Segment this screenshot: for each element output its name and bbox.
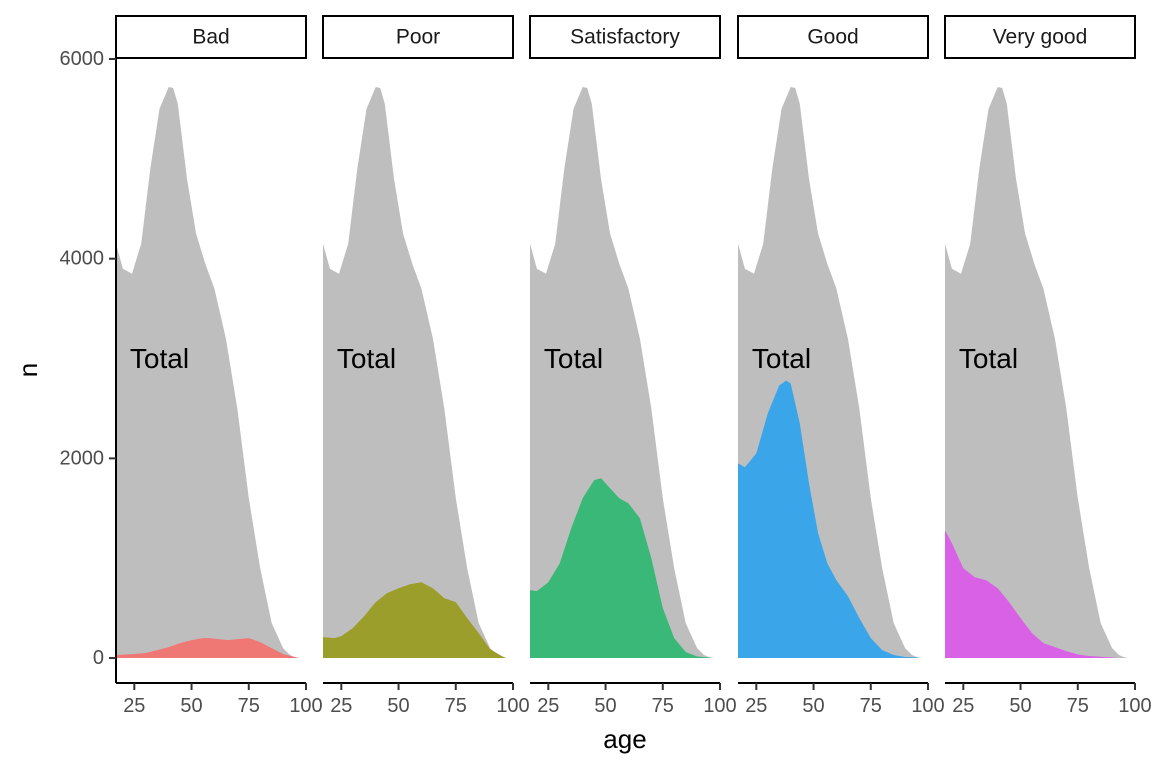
category-density-area	[945, 530, 1119, 658]
total-density-area	[945, 87, 1129, 658]
x-tick-label: 25	[952, 695, 974, 717]
x-tick-label: 100	[496, 695, 529, 717]
x-tick-label: 100	[289, 695, 322, 717]
category-density-area	[738, 380, 922, 658]
x-tick-label: 75	[652, 695, 674, 717]
total-annotation: Total	[337, 343, 396, 374]
category-density-area	[530, 478, 714, 658]
x-tick-label: 100	[703, 695, 736, 717]
facet-panel: Total Satisfactory 25 50 75 100	[529, 15, 737, 717]
facet-strip	[115, 15, 307, 59]
y-tick-label: 0	[93, 647, 104, 669]
x-tick-label: 75	[860, 695, 882, 717]
y-tick-label: 4000	[60, 248, 105, 270]
x-tick-label: 100	[911, 695, 944, 717]
facet-strip	[944, 15, 1136, 59]
facet-strip	[322, 15, 514, 59]
facet-strip-label: Satisfactory	[570, 26, 680, 49]
total-density-area	[116, 87, 300, 658]
x-tick-label: 25	[745, 695, 767, 717]
x-axis-title: age	[603, 724, 646, 754]
category-density-area	[116, 638, 300, 658]
facet-panel: Total Good 25 50 75 100	[737, 15, 945, 717]
x-tick-label: 75	[1067, 695, 1089, 717]
x-tick-label: 50	[1009, 695, 1031, 717]
facet-strip-label: Poor	[396, 26, 440, 49]
facet-strip-label: Good	[807, 26, 858, 49]
y-tick-label: 6000	[60, 48, 105, 70]
x-tick-label: 50	[594, 695, 616, 717]
x-tick-label: 50	[387, 695, 409, 717]
facet-strip	[737, 15, 929, 59]
total-annotation: Total	[130, 343, 189, 374]
total-annotation: Total	[544, 343, 603, 374]
x-tick-label: 50	[802, 695, 824, 717]
category-density-area	[323, 582, 507, 658]
y-tick-label: 2000	[60, 447, 105, 469]
facet-panel: Total Poor 25 50 75 100	[322, 15, 530, 717]
x-tick-label: 25	[537, 695, 559, 717]
total-density-area	[530, 87, 714, 658]
total-annotation: Total	[959, 343, 1018, 374]
x-tick-label: 75	[238, 695, 260, 717]
x-tick-label: 25	[330, 695, 352, 717]
facet-strip-label: Bad	[192, 26, 229, 49]
x-tick-label: 75	[445, 695, 467, 717]
y-axis-title: n	[13, 363, 43, 377]
facet-panel: Total Bad 25 50 75 100	[115, 15, 323, 717]
facet-strip-label: Very good	[993, 26, 1088, 49]
x-tick-label: 50	[180, 695, 202, 717]
total-annotation: Total	[752, 343, 811, 374]
x-tick-label: 100	[1118, 695, 1151, 717]
total-density-area	[323, 87, 507, 658]
y-axis: 0 2000 4000 6000	[60, 48, 117, 683]
facet-strip	[529, 15, 721, 59]
x-tick-label: 25	[123, 695, 145, 717]
facet-panel: Total Very good 25 50 75 100	[944, 15, 1152, 717]
